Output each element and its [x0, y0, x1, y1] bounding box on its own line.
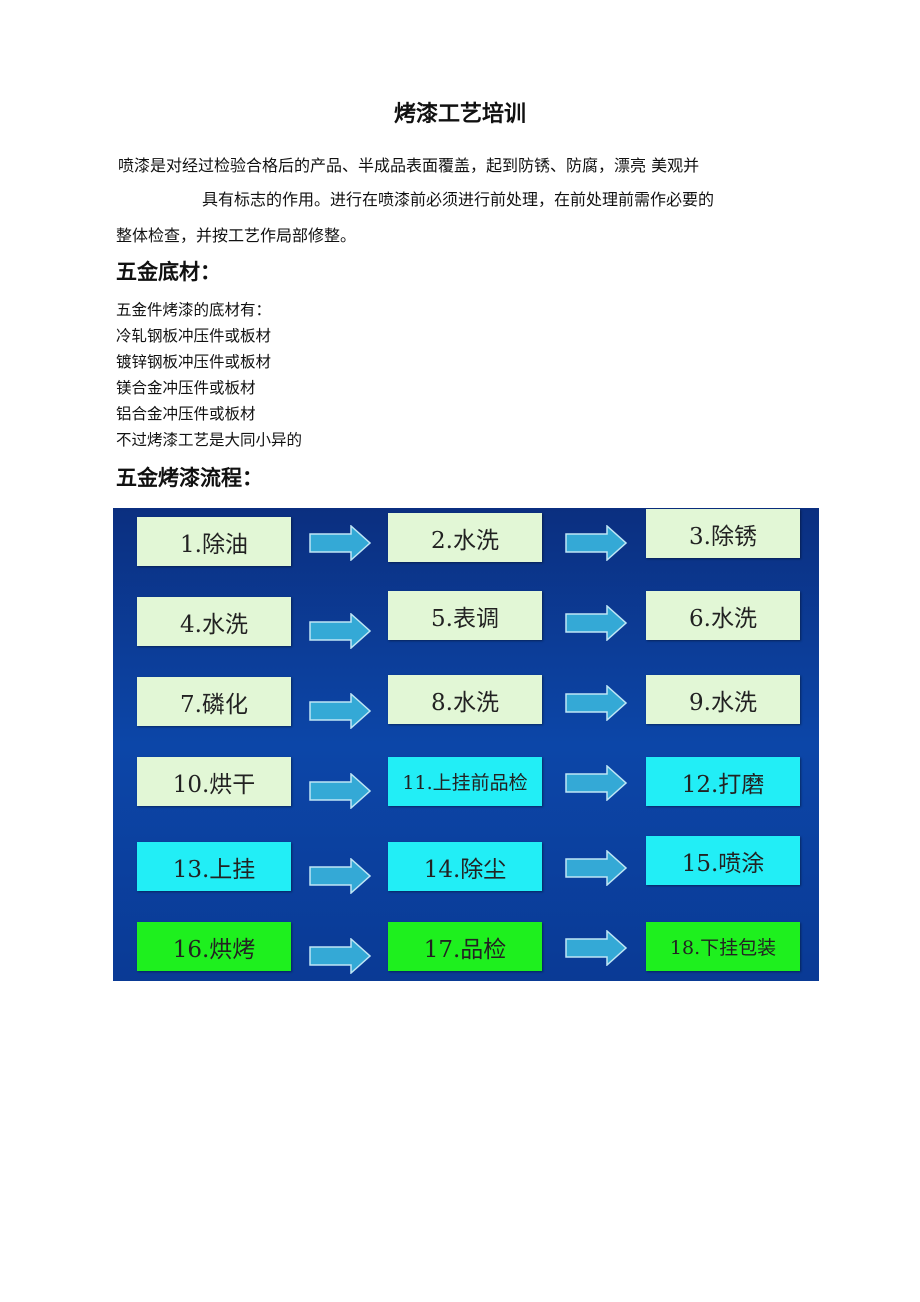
- material-item: 冷轧钢板冲压件或板材: [116, 327, 272, 345]
- arrow-right-icon: [565, 685, 627, 721]
- process-flow-diagram: 1.除油 2.水洗 3.除锈 4.水洗 5.表调 6.水洗 7.磷化 8.水洗 9.水洗 10.烘…: [113, 508, 819, 981]
- arrow-right-icon: [565, 525, 627, 561]
- intro-line-1: 喷漆是对经过检验合格后的产品、半成品表面覆盖，起到防锈、防腐，漂亮 美观并: [118, 156, 700, 175]
- document-title: 烤漆工艺培训: [393, 102, 526, 127]
- process-step-box: 15.喷涂: [646, 836, 800, 885]
- arrow-right-icon: [309, 613, 371, 649]
- process-step-box: 6.水洗: [646, 591, 800, 640]
- process-step-box: 11.上挂前品检: [388, 757, 542, 806]
- arrow-right-icon: [565, 765, 627, 801]
- arrow-right-icon: [309, 858, 371, 894]
- process-step-box: 1.除油: [137, 517, 291, 566]
- process-step-box: 5.表调: [388, 591, 542, 640]
- process-step-box: 7.磷化: [137, 677, 291, 726]
- process-step-box: 18.下挂包装: [646, 922, 800, 971]
- material-item: 不过烤漆工艺是大同小异的: [116, 431, 303, 449]
- section-heading-process: 五金烤漆流程：: [116, 466, 263, 490]
- process-step-box: 14.除尘: [388, 842, 542, 891]
- process-step-box: 2.水洗: [388, 513, 542, 562]
- process-step-box: 8.水洗: [388, 675, 542, 724]
- material-item: 镁合金冲压件或板材: [116, 379, 256, 397]
- arrow-right-icon: [565, 850, 627, 886]
- arrow-right-icon: [309, 693, 371, 729]
- intro-line-3: 整体检查，并按工艺作局部修整。: [116, 226, 357, 245]
- arrow-right-icon: [309, 525, 371, 561]
- process-step-box: 13.上挂: [137, 842, 291, 891]
- material-item: 五金件烤漆的底材有：: [116, 301, 272, 319]
- process-step-box: 12.打磨: [646, 757, 800, 806]
- arrow-right-icon: [565, 930, 627, 966]
- process-step-box: 10.烘干: [137, 757, 291, 806]
- process-step-box: 17.品检: [388, 922, 542, 971]
- intro-line-2: 具有标志的作用。进行在喷漆前必须进行前处理，在前处理前需作必要的: [202, 190, 715, 209]
- arrow-right-icon: [309, 938, 371, 974]
- process-step-box: 4.水洗: [137, 597, 291, 646]
- material-item: 镀锌钢板冲压件或板材: [116, 353, 272, 371]
- arrow-right-icon: [565, 605, 627, 641]
- process-step-box: 3.除锈: [646, 509, 800, 558]
- process-step-box: 9.水洗: [646, 675, 800, 724]
- section-heading-materials: 五金底材：: [116, 260, 221, 284]
- arrow-right-icon: [309, 773, 371, 809]
- material-item: 铝合金冲压件或板材: [116, 405, 256, 423]
- process-step-box: 16.烘烤: [137, 922, 291, 971]
